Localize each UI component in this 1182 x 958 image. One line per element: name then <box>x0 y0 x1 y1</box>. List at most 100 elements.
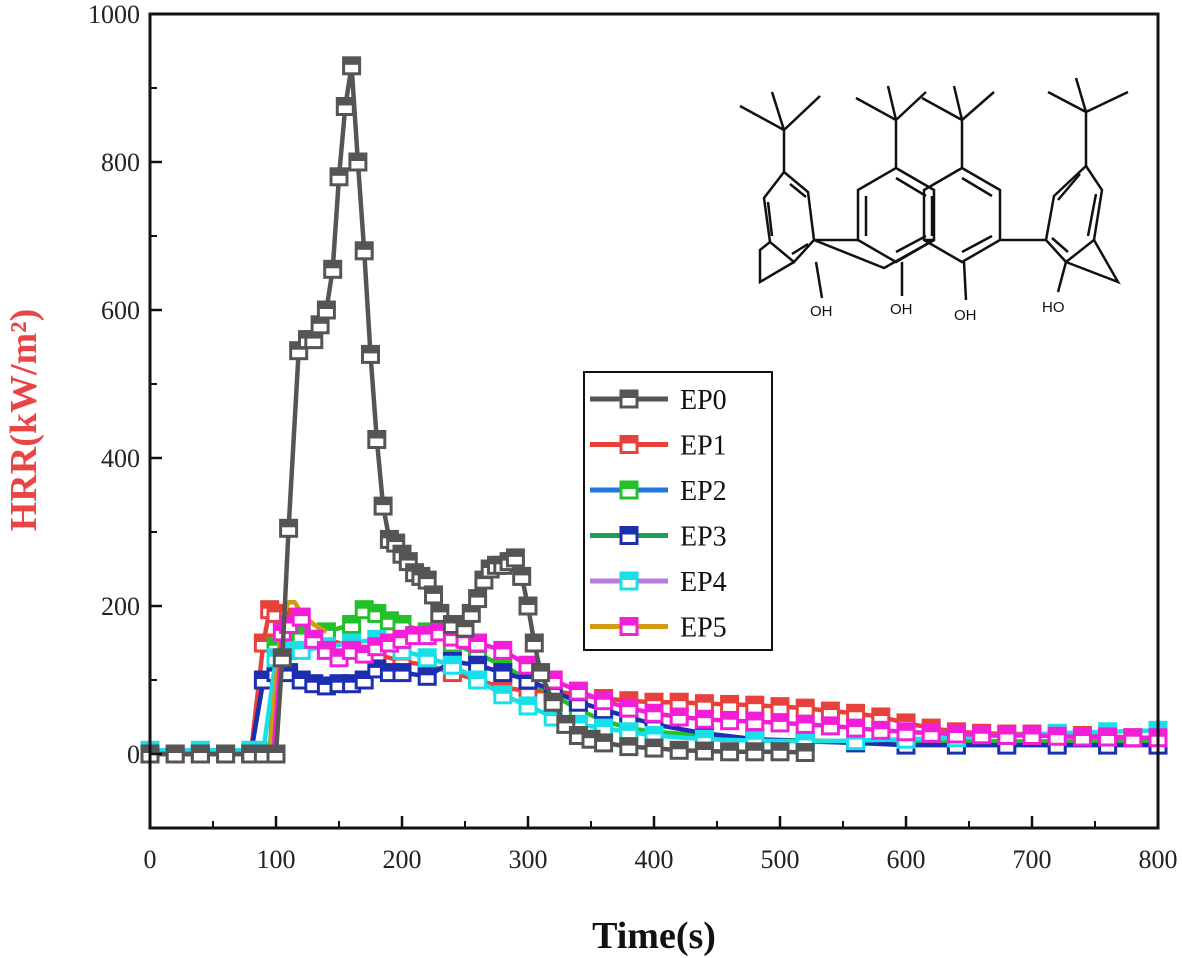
data-point <box>568 681 588 701</box>
tbutyl-group-3 <box>921 85 995 168</box>
ring-3-inner <box>930 176 993 254</box>
legend-item-ep0: EP0 <box>590 385 727 416</box>
y-tick-labels: 0 200 400 600 800 1000 <box>88 0 140 769</box>
data-point <box>770 713 790 733</box>
data-point <box>518 696 538 716</box>
data-point <box>272 648 292 668</box>
data-point <box>335 97 355 116</box>
data-point <box>896 722 916 742</box>
aromatic-ring-3 <box>922 166 1002 264</box>
legend-marker <box>619 526 639 545</box>
data-point <box>594 691 614 711</box>
data-point <box>316 300 336 320</box>
data-point <box>1047 726 1067 746</box>
data-point <box>354 241 374 261</box>
data-point <box>493 685 513 705</box>
data-point <box>442 655 462 675</box>
data-point <box>795 714 815 734</box>
data-point <box>694 741 714 761</box>
data-point <box>310 315 330 335</box>
legend-box <box>583 371 773 651</box>
legend-marker <box>619 389 639 409</box>
data-point <box>1098 727 1118 747</box>
data-point <box>417 666 437 686</box>
data-point <box>745 695 765 715</box>
legend-marker <box>619 571 639 591</box>
data-point <box>770 697 790 717</box>
data-point <box>543 692 563 712</box>
legend: EP0 EP1 EP2 EP3 EP4 EP5 <box>583 371 773 651</box>
data-point <box>329 167 349 187</box>
ring-4-inner <box>1051 173 1098 253</box>
data-point <box>594 733 614 753</box>
x-tick-label: 500 <box>761 845 800 874</box>
data-point <box>361 344 380 364</box>
data-point <box>770 742 790 762</box>
data-point <box>669 707 689 727</box>
data-point <box>871 720 891 740</box>
legend-marker <box>619 435 639 454</box>
legend-item-ep5: EP5 <box>590 613 727 644</box>
data-point <box>846 718 866 738</box>
y-axis-title: HRR(kW/m²) <box>3 309 45 532</box>
data-point <box>720 711 740 731</box>
data-point <box>745 711 765 731</box>
molecule-oh-label-3: OH <box>954 307 977 324</box>
tbutyl-group-4 <box>1047 77 1129 166</box>
legend-item-ep2: EP2 <box>590 476 727 507</box>
tbutyl-group-2 <box>855 85 927 168</box>
series-ep0 <box>140 56 815 764</box>
y-tick-label: 800 <box>101 148 140 177</box>
data-point <box>669 740 689 760</box>
aromatic-ring-1 <box>762 170 816 264</box>
calixarene-structure-inset <box>739 77 1129 301</box>
data-point <box>531 663 551 683</box>
data-point <box>291 607 311 627</box>
data-point <box>745 742 765 762</box>
data-point <box>493 640 513 660</box>
data-point <box>1123 728 1143 748</box>
data-point <box>619 737 639 757</box>
legend-item-ep4: EP4 <box>590 567 727 598</box>
legend-label: EP2 <box>680 476 727 507</box>
data-point <box>820 701 840 721</box>
legend-item-ep1: EP1 <box>590 431 727 462</box>
ring-1-inner <box>766 183 809 256</box>
data-point <box>342 615 362 634</box>
legend-label: EP5 <box>680 613 727 644</box>
data-point <box>493 663 513 683</box>
data-point <box>644 703 664 723</box>
data-point <box>323 259 343 279</box>
x-tick-labels: 0 100 200 300 400 500 600 700 800 <box>144 845 1178 874</box>
legend-marker <box>619 480 639 500</box>
data-point <box>997 726 1017 745</box>
data-point <box>972 725 992 745</box>
molecule-oh-label-1: OH <box>810 303 833 320</box>
legend-label: EP4 <box>680 567 727 598</box>
data-point <box>720 742 740 762</box>
y-tick-label: 0 <box>127 740 140 769</box>
data-point <box>417 648 437 668</box>
molecule-oh-label-2: OH <box>890 301 913 318</box>
x-tick-label: 700 <box>1013 845 1052 874</box>
data-point <box>279 518 299 538</box>
x-tick-label: 200 <box>383 845 422 874</box>
data-point <box>619 698 639 718</box>
data-point <box>1022 726 1042 745</box>
legend-marker <box>619 617 639 636</box>
y-tick-label: 1000 <box>88 0 140 29</box>
data-point <box>342 56 362 76</box>
data-point <box>468 589 488 609</box>
x-tick-label: 600 <box>887 845 926 874</box>
data-point <box>1072 727 1092 747</box>
axis-ticks <box>148 12 1160 829</box>
data-point <box>216 744 236 764</box>
molecule-ho-label-4: HO <box>1042 299 1065 316</box>
y-tick-label: 600 <box>101 296 140 325</box>
y-tick-label: 200 <box>101 592 140 621</box>
legend-item-ep3: EP3 <box>590 522 727 553</box>
data-point <box>392 663 412 683</box>
data-point <box>795 743 815 763</box>
y-tick-label: 400 <box>101 444 140 473</box>
